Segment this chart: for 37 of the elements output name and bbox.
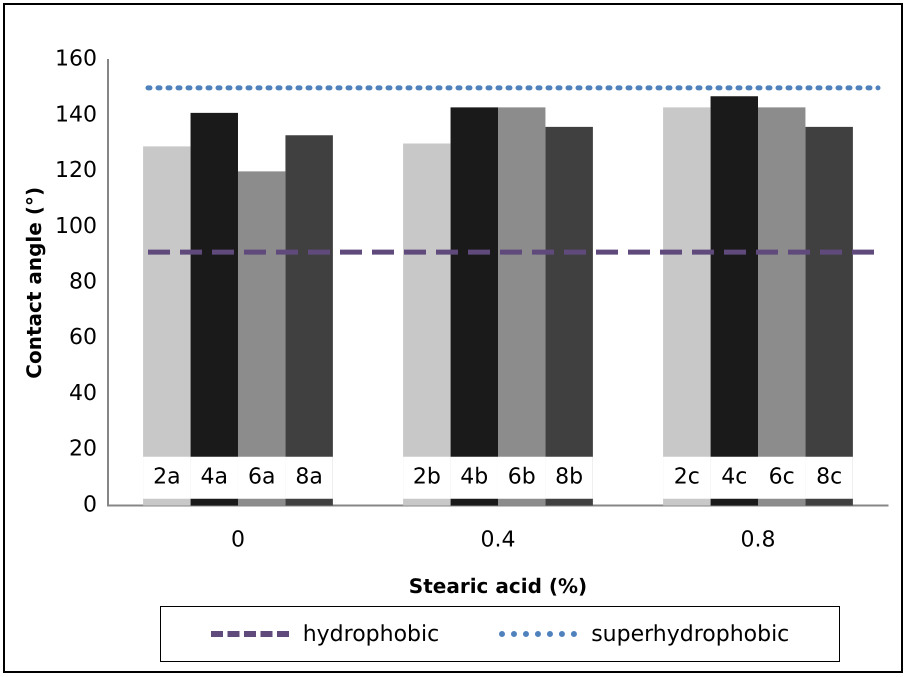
bar	[663, 107, 711, 506]
annotation: 4b	[460, 464, 488, 490]
annotation: 6a	[248, 464, 276, 490]
bar	[143, 146, 191, 506]
y-axis-title: Contact angle (°)	[22, 186, 46, 379]
y-tick-label: 20	[68, 436, 97, 462]
y-tick-label: 40	[68, 380, 97, 406]
bar	[450, 107, 498, 506]
annotation: 4a	[200, 464, 228, 490]
y-tick-label: 100	[54, 214, 97, 239]
annotation: 8b	[555, 464, 584, 490]
bar	[285, 135, 333, 506]
bar	[190, 112, 238, 506]
y-tick-label: 140	[54, 102, 97, 128]
x-tick-label: 0	[230, 528, 245, 553]
annotation: 2b	[412, 464, 441, 490]
x-axis-title: Stearic acid (%)	[408, 574, 588, 598]
annotation: 4c	[721, 464, 748, 490]
y-tick-label: 160	[54, 46, 97, 72]
annotation: 2c	[674, 464, 700, 490]
legend-label: superhydrophobic	[591, 622, 790, 646]
legend-label: hydrophobic	[302, 622, 440, 646]
annotation: 6c	[768, 464, 795, 490]
annotation: 2a	[153, 464, 181, 490]
y-tick-label: 60	[68, 325, 97, 350]
bar	[805, 126, 853, 506]
x-tick-label: 0.8	[740, 528, 776, 553]
annotation: 8c	[816, 464, 842, 490]
bar	[545, 126, 593, 506]
x-tick-label: 0.4	[480, 528, 516, 553]
y-tick-label: 80	[68, 270, 97, 295]
annotation: 8a	[295, 464, 323, 490]
bar	[403, 144, 451, 506]
annotation: 6b	[508, 464, 536, 490]
y-tick-label: 0	[82, 492, 97, 518]
bar	[710, 96, 758, 506]
y-tick-label: 120	[54, 158, 97, 184]
